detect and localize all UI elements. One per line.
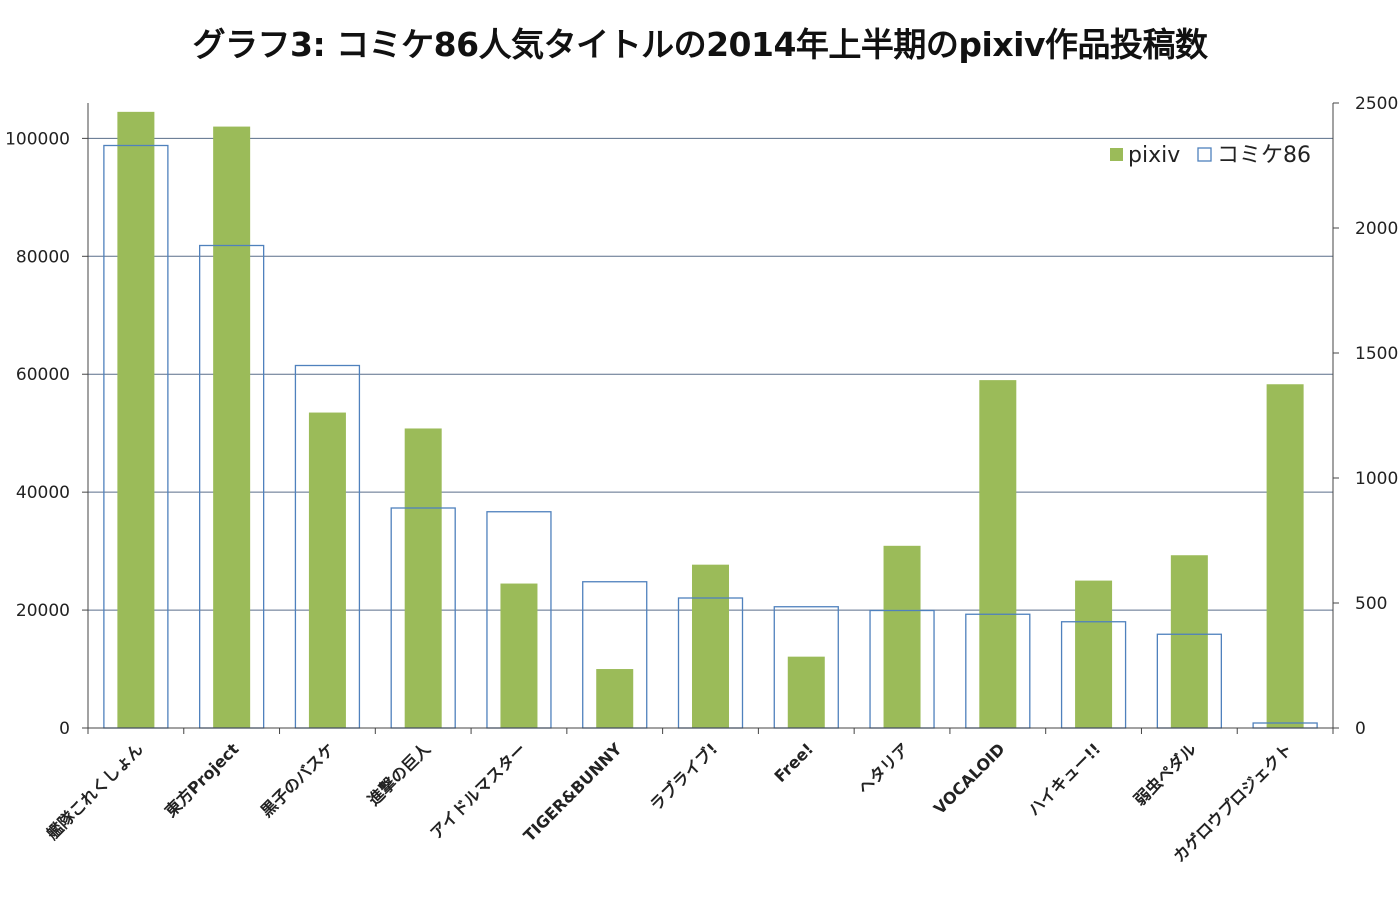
bar-pixiv xyxy=(979,380,1017,728)
bar-pixiv xyxy=(1266,384,1304,728)
legend-label-pixiv: pixiv xyxy=(1128,143,1180,168)
y-right-tick-label: 1000 xyxy=(1355,469,1398,489)
y-right-tick-label: 2000 xyxy=(1355,219,1398,239)
y-left-tick-label: 60000 xyxy=(16,365,70,385)
y-left-tick-label: 0 xyxy=(59,719,70,739)
y-left-tick-label: 80000 xyxy=(16,247,70,267)
bar-pixiv xyxy=(213,126,251,729)
y-right-tick-label: 0 xyxy=(1355,719,1366,739)
y-left-tick-label: 40000 xyxy=(16,483,70,503)
chart-title: グラフ3: コミケ86人気タイトルの2014年上半期のpixiv作品投稿数 xyxy=(192,25,1208,64)
legend-swatch-comiket86 xyxy=(1197,147,1212,162)
y-right-tick-label: 2500 xyxy=(1355,94,1398,114)
bar-pixiv xyxy=(787,656,825,728)
y-left-tick-label: 20000 xyxy=(16,601,70,621)
x-category-label: 艦隊これくしょん xyxy=(43,739,147,843)
x-category-label: ハイキュー!! xyxy=(1024,739,1104,819)
x-category-label: Free! xyxy=(771,739,818,786)
x-category-label: ラブライブ! xyxy=(646,739,721,814)
legend: pixiv コミケ86 xyxy=(1110,143,1311,168)
gridlines xyxy=(88,137,1333,611)
x-category-label: ヘタリア xyxy=(854,739,913,798)
bar-pixiv xyxy=(500,583,538,728)
bars xyxy=(103,111,1318,729)
bar-pixiv xyxy=(883,545,921,728)
axes xyxy=(82,102,1339,734)
legend-label-comiket86: コミケ86 xyxy=(1217,143,1311,168)
bar-pixiv xyxy=(596,669,634,728)
bar-pixiv xyxy=(1075,580,1113,728)
x-category-label: アイドルマスター xyxy=(426,739,529,842)
bar-pixiv xyxy=(1170,555,1208,728)
x-category-label: 黒子のバスケ xyxy=(257,739,338,820)
y-left-tick-label: 100000 xyxy=(5,129,70,149)
bar-pixiv xyxy=(308,412,346,728)
x-category-label: 進撃の巨人 xyxy=(364,739,435,810)
legend-swatch-pixiv xyxy=(1110,148,1123,161)
x-category-label: 弱虫ペダル xyxy=(1130,739,1200,809)
bar-pixiv xyxy=(404,428,442,728)
x-category-label: TIGER&BUNNY xyxy=(520,739,626,845)
x-category-label: 東方Project xyxy=(161,739,243,821)
y-right-tick-label: 1500 xyxy=(1355,344,1398,364)
bar-pixiv xyxy=(692,564,729,728)
x-category-label: VOCALOID xyxy=(930,739,1009,818)
bar-pixiv xyxy=(117,111,155,728)
y-right-tick-label: 500 xyxy=(1355,594,1387,614)
